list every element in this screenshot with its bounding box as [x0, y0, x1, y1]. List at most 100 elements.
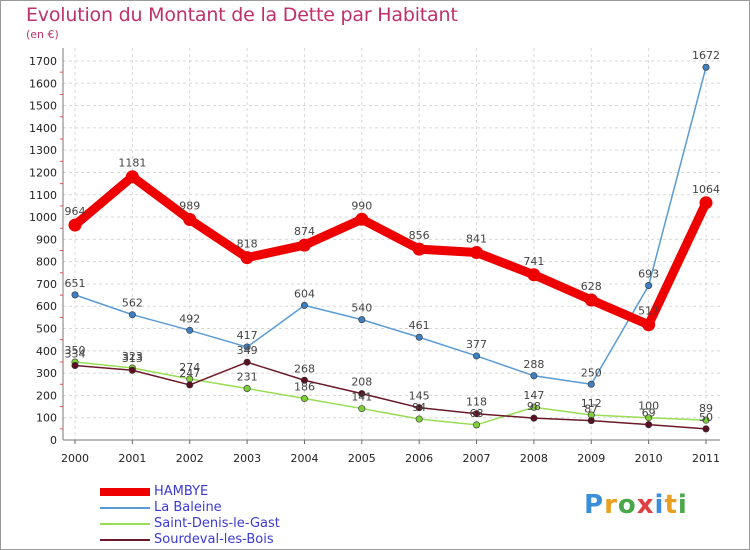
series-hambye: [68, 170, 713, 332]
y-tick-label: 1500: [29, 100, 57, 113]
chart-title: Evolution du Montant de la Dette par Hab…: [26, 4, 458, 26]
logo-letter: o: [617, 490, 637, 520]
data-label: 186: [294, 381, 315, 394]
data-point: [587, 417, 595, 425]
y-tick-label: 300: [36, 367, 57, 380]
y-tick-label: 700: [36, 278, 57, 291]
data-label: 334: [65, 348, 86, 361]
data-point: [415, 404, 423, 412]
data-label: 147: [523, 389, 544, 402]
data-point: [645, 421, 653, 429]
data-label: 540: [351, 302, 372, 315]
data-label: 208: [351, 376, 372, 389]
data-point: [470, 246, 484, 260]
data-point: [243, 385, 251, 393]
y-tick-label: 900: [36, 233, 57, 246]
data-label: 492: [179, 312, 200, 325]
data-point: [530, 414, 538, 422]
legend-item: Saint-Denis-le-Gast: [100, 516, 360, 532]
x-tick-label: 2009: [577, 452, 605, 465]
logo-letter: i: [654, 490, 665, 520]
data-label: 288: [523, 358, 544, 371]
data-label: 628: [581, 280, 602, 293]
logo-letter: r: [604, 490, 618, 520]
data-label: 89: [699, 402, 713, 415]
data-label: 350: [65, 344, 86, 357]
logo-letter: x: [636, 490, 655, 520]
data-label: 100: [638, 400, 659, 413]
data-label: 349: [237, 344, 258, 357]
data-label: 693: [638, 268, 659, 281]
data-point: [300, 395, 308, 403]
data-label: 250: [581, 366, 602, 379]
data-label: 604: [294, 287, 315, 300]
legend: HAMBYE La Baleine Saint-Denis-le-Gast Sourd…: [100, 484, 360, 548]
data-point: [645, 282, 653, 290]
data-label: 323: [122, 350, 143, 363]
chart-unit: (en €): [26, 28, 59, 41]
data-point: [358, 405, 366, 413]
data-point: [355, 212, 369, 226]
legend-swatch: [100, 539, 150, 541]
logo-letter: i: [677, 490, 688, 520]
x-tick-label: 2002: [176, 452, 204, 465]
data-point: [473, 421, 481, 429]
y-tick-label: 600: [36, 300, 57, 313]
data-label: 94: [412, 401, 426, 414]
data-label: 562: [122, 297, 143, 310]
data-point: [240, 251, 254, 265]
y-tick-label: 800: [36, 256, 57, 269]
data-label: 741: [523, 255, 544, 268]
data-point: [702, 416, 710, 424]
y-tick-label: 200: [36, 389, 57, 402]
data-point: [412, 242, 426, 256]
data-label: 50: [699, 411, 713, 424]
data-label: 856: [409, 229, 430, 242]
data-point: [642, 318, 656, 332]
x-tick-label: 2001: [118, 452, 146, 465]
x-tick-label: 2005: [348, 452, 376, 465]
legend-label: Saint-Denis-le-Gast: [154, 516, 280, 531]
data-point: [128, 311, 136, 319]
data-point: [415, 415, 423, 423]
data-point: [530, 403, 538, 411]
y-tick-label: 1300: [29, 144, 57, 157]
x-tick-label: 2003: [233, 452, 261, 465]
data-label: 118: [466, 396, 487, 409]
x-tick-label: 2004: [290, 452, 318, 465]
x-tick-label: 2010: [635, 452, 663, 465]
data-label: 651: [65, 277, 86, 290]
legend-item: HAMBYE: [100, 484, 360, 500]
data-point: [71, 362, 79, 370]
data-label: 517: [638, 305, 659, 318]
x-tick-label: 2006: [405, 452, 433, 465]
y-tick-label: 100: [36, 412, 57, 425]
data-label: 874: [294, 225, 315, 238]
data-label: 87: [584, 403, 598, 416]
data-label: 247: [179, 367, 200, 380]
legend-swatch: [100, 523, 150, 525]
y-tick-label: 1700: [29, 55, 57, 68]
logo-letter: P: [584, 490, 605, 520]
data-point: [645, 414, 653, 422]
series-line: [70, 172, 711, 330]
data-label: 1064: [692, 183, 720, 196]
data-point: [243, 358, 251, 366]
legend-swatch: [100, 507, 150, 509]
y-tick-label: 400: [36, 345, 57, 358]
data-label: 98: [527, 400, 541, 413]
data-label: 145: [409, 390, 430, 403]
series-line: [74, 361, 707, 426]
data-point: [473, 410, 481, 418]
data-label: 377: [466, 338, 487, 351]
x-tick-label: 2008: [520, 452, 548, 465]
proxiti-logo: Proxiti: [584, 490, 688, 520]
data-point: [125, 170, 139, 184]
series-sourdeval-les-bois: [71, 358, 710, 433]
data-point: [358, 316, 366, 324]
grid: [63, 48, 720, 441]
data-label: 231: [237, 371, 258, 384]
y-tick-label: 1400: [29, 122, 57, 135]
data-label: 274: [179, 361, 200, 374]
data-point: [243, 343, 251, 351]
